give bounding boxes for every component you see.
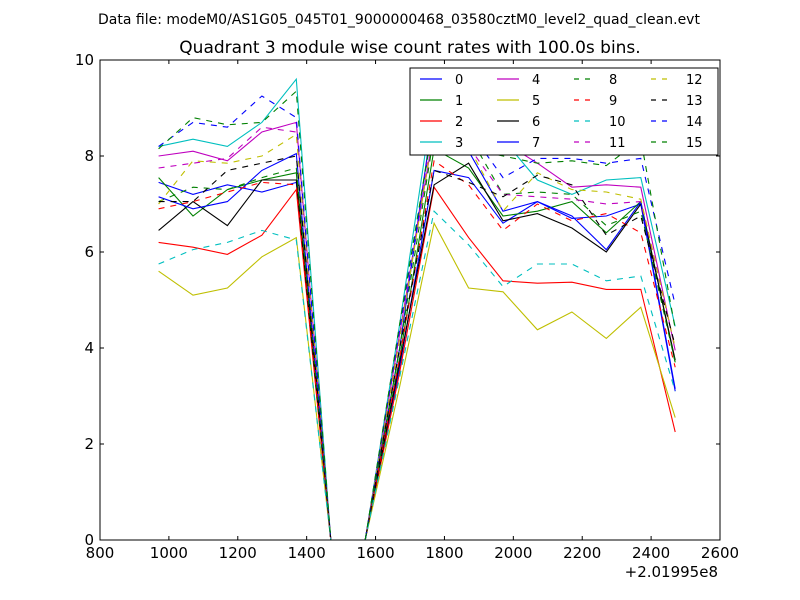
x-tick-label: 2600 (701, 544, 739, 562)
series-line-6 (158, 162, 676, 541)
series-line-11 (158, 116, 676, 541)
legend-label-6: 6 (532, 115, 540, 130)
x-axis: 800 1000 1200 1400 1600 1800 2000 2200 2400 2600 (86, 60, 739, 562)
legend-label-1: 1 (455, 94, 463, 109)
y-tick-label: 4 (84, 339, 94, 357)
legend-label-4: 4 (532, 73, 540, 88)
figure-suptitle: Data file: modeM0/AS1G05_045T01_90000004… (98, 12, 700, 28)
series-line-5 (158, 221, 676, 541)
x-tick-label: 1200 (219, 544, 257, 562)
legend-box (409, 67, 719, 156)
x-tick-label: 2200 (563, 544, 601, 562)
legend-label-12: 12 (686, 73, 703, 88)
series-line-10 (158, 210, 676, 541)
legend-label-14: 14 (686, 115, 703, 130)
chart-title: Quadrant 3 module wise count rates with … (179, 38, 640, 58)
x-tick-label: 2400 (632, 544, 670, 562)
legend-label-0: 0 (455, 73, 463, 88)
series-line-7 (158, 106, 676, 541)
x-tick-label: 800 (86, 544, 115, 562)
y-tick-label: 2 (84, 435, 94, 453)
x-tick-label: 2000 (494, 544, 532, 562)
series-line-3 (158, 77, 676, 541)
legend-label-3: 3 (455, 136, 463, 151)
y-tick-label: 8 (84, 147, 94, 165)
legend-label-13: 13 (686, 94, 703, 109)
plot-lines (158, 77, 676, 541)
x-tick-label: 1800 (425, 544, 463, 562)
x-tick-label: 1000 (150, 544, 188, 562)
legend-label-7: 7 (532, 136, 540, 151)
series-line-12 (158, 126, 676, 541)
series-line-2 (158, 185, 676, 541)
series-line-15 (158, 90, 676, 541)
legend-label-10: 10 (609, 115, 626, 130)
x-tick-label: 1400 (288, 544, 326, 562)
legend-label-15: 15 (686, 136, 703, 151)
legend-label-5: 5 (532, 94, 540, 109)
y-tick-label: 0 (84, 531, 94, 549)
x-tick-label: 1600 (356, 544, 394, 562)
legend-label-8: 8 (609, 73, 617, 88)
y-tick-label: 10 (75, 51, 94, 69)
legend-label-2: 2 (455, 115, 463, 130)
plot-frame (99, 59, 721, 541)
series-line-8 (158, 133, 676, 541)
series-line-14 (158, 95, 676, 541)
y-tick-label: 6 (84, 243, 94, 261)
x-offset-label: +2.01995e8 (625, 563, 718, 581)
legend-label-9: 9 (609, 94, 617, 109)
series-line-13 (158, 155, 676, 541)
legend-label-11: 11 (609, 136, 626, 151)
